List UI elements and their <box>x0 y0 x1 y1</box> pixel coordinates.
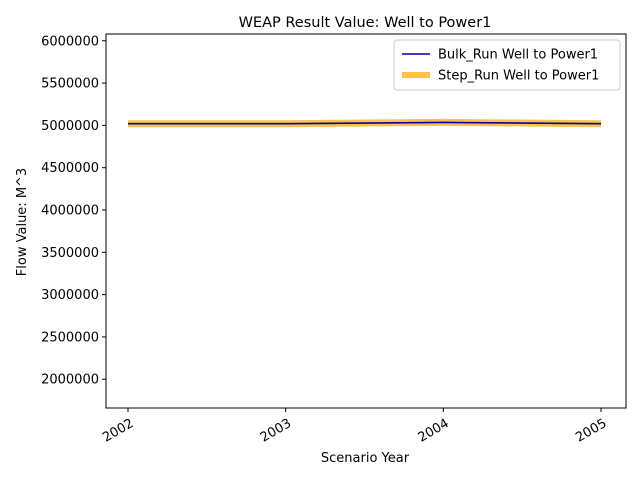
y-tick-label: 2000000 <box>41 373 99 388</box>
y-tick-label: 2500000 <box>41 330 99 345</box>
x-tick-label: 2004 <box>416 416 452 446</box>
x-tick-label: 2005 <box>573 416 609 446</box>
legend-box <box>393 39 621 91</box>
plot-area <box>128 118 602 128</box>
y-tick-label: 3500000 <box>41 246 99 261</box>
y-tick-label: 5000000 <box>41 119 99 134</box>
y-tick-label: 4000000 <box>41 204 99 219</box>
plot-frame <box>105 33 627 409</box>
y-axis-title: Flow Value: M^3 <box>15 168 30 276</box>
y-tick-label: 3000000 <box>41 288 99 303</box>
x-tick-label: 2003 <box>258 416 294 446</box>
y-tick-label: 5500000 <box>41 77 99 92</box>
x-axis-title: Scenario Year <box>321 451 410 466</box>
y-tick-label: 6000000 <box>41 34 99 49</box>
legend-label: Bulk_Run Well to Power1 <box>438 48 598 63</box>
legend: Bulk_Run Well to Power1 Step_Run Well to … <box>393 39 621 91</box>
axes: 2000000 2500000 3000000 3500000 4000000 45000… <box>41 33 627 446</box>
y-tick-label: 4500000 <box>41 161 99 176</box>
x-tick-label: 2002 <box>100 416 136 446</box>
legend-label: Step_Run Well to Power1 <box>438 69 599 84</box>
chart-title: WEAP Result Value: Well to Power1 <box>239 15 492 31</box>
series-line-bulk-run <box>128 121 602 125</box>
